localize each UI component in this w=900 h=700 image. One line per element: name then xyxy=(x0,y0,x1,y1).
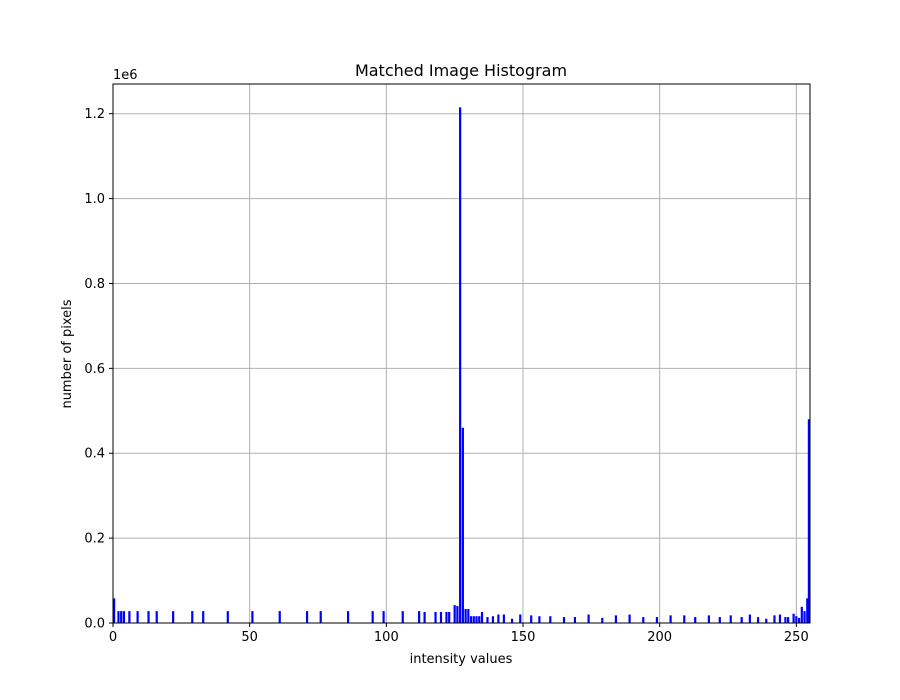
chart-title: Matched Image Histogram xyxy=(355,61,567,80)
histogram-bar xyxy=(773,615,776,623)
histogram-bar xyxy=(305,611,309,623)
histogram-bar xyxy=(475,616,478,623)
histogram-bar xyxy=(278,611,281,623)
histogram-bar xyxy=(147,611,150,623)
histogram-bar xyxy=(807,419,810,623)
y-tick-label: 0.8 xyxy=(84,277,105,292)
x-tick-label: 50 xyxy=(241,630,258,645)
histogram-bar xyxy=(434,611,437,623)
histogram-bar xyxy=(803,611,806,623)
histogram-bar xyxy=(797,617,801,623)
histogram-bar xyxy=(573,617,577,623)
histogram-bar xyxy=(226,611,229,623)
histogram-bar xyxy=(120,611,123,623)
histogram-bar xyxy=(655,617,659,623)
histogram-bar xyxy=(628,614,631,623)
y-axis-offset-text: 1e6 xyxy=(113,68,138,83)
histogram-bar xyxy=(778,614,782,623)
histogram-bar xyxy=(346,611,350,623)
x-tick-label: 250 xyxy=(784,630,809,645)
histogram-bar xyxy=(136,611,139,623)
histogram-bar xyxy=(502,614,505,623)
axes-frame xyxy=(112,83,811,624)
histogram-bar xyxy=(683,615,686,623)
histogram-bar xyxy=(562,617,566,623)
histogram-bar xyxy=(740,617,743,623)
histogram-bar xyxy=(792,613,795,623)
y-tick-label: 0.4 xyxy=(84,447,105,462)
histogram-bar xyxy=(549,616,552,623)
y-tick-label: 0.6 xyxy=(84,362,105,377)
histogram-bar xyxy=(478,616,481,623)
histogram-bar xyxy=(530,615,533,623)
y-axis-ticks: 0.0 0.2 0.4 0.6 0.8 1.0 1.2 xyxy=(84,107,113,632)
histogram-bar xyxy=(472,616,475,623)
histogram-bar xyxy=(155,611,158,623)
x-axis-ticks: 0 50 100 150 200 250 xyxy=(109,623,809,645)
histogram-bar xyxy=(497,614,500,623)
histogram-bar xyxy=(371,611,374,623)
histogram-bar xyxy=(382,611,385,623)
histogram-bar xyxy=(172,611,175,623)
histogram-bar xyxy=(787,617,790,623)
histogram-bar xyxy=(453,605,456,623)
histogram-bar xyxy=(694,617,697,623)
x-tick-label: 200 xyxy=(647,630,672,645)
histogram-bar xyxy=(251,611,254,623)
histogram-bar xyxy=(469,616,473,623)
histogram-bar xyxy=(456,606,459,623)
histogram-bar xyxy=(439,611,443,623)
histogram-bar xyxy=(461,427,464,623)
histogram-bar xyxy=(601,617,604,623)
histogram-bar xyxy=(418,611,421,623)
y-tick-label: 0.0 xyxy=(84,617,105,632)
x-tick-label: 0 xyxy=(109,630,117,645)
histogram-bar xyxy=(538,616,541,623)
histogram-bar xyxy=(128,611,131,623)
y-tick-label: 1.2 xyxy=(84,107,105,122)
x-tick-label: 100 xyxy=(374,630,399,645)
histogram-bar xyxy=(480,611,484,623)
histogram-bar xyxy=(729,615,732,623)
histogram-bar xyxy=(202,611,205,623)
histogram-bar xyxy=(806,598,809,623)
y-axis-label: number of pixels xyxy=(60,299,75,408)
histogram-bar xyxy=(800,606,803,623)
histogram-bar xyxy=(464,608,467,623)
histogram-bar xyxy=(117,611,120,623)
histogram-bar xyxy=(491,616,495,623)
histogram-bar xyxy=(467,608,470,623)
histogram-bar xyxy=(669,615,672,623)
histogram-bar xyxy=(459,107,462,624)
x-tick-label: 150 xyxy=(511,630,536,645)
histogram-bar xyxy=(401,611,404,623)
y-tick-label: 1.0 xyxy=(84,192,105,207)
histogram-bars xyxy=(113,107,810,624)
histogram-bar xyxy=(510,618,514,623)
histogram-bar xyxy=(748,614,751,623)
histogram-bar xyxy=(784,617,787,623)
histogram-bar xyxy=(319,611,322,623)
x-axis-label: intensity values xyxy=(410,652,513,667)
histogram-bar xyxy=(113,598,116,623)
histogram-bar xyxy=(707,615,710,623)
histogram-bar xyxy=(122,611,126,623)
histogram-bar xyxy=(445,611,448,623)
y-tick-label: 0.2 xyxy=(84,532,105,547)
histogram-bar xyxy=(519,614,522,623)
histogram-bar xyxy=(486,617,489,623)
histogram-bar xyxy=(756,617,760,623)
histogram-bar xyxy=(795,616,798,623)
histogram-bar xyxy=(614,615,618,623)
histogram-bar xyxy=(765,618,768,623)
histogram-bar xyxy=(191,611,194,623)
histogram-bar xyxy=(448,611,451,623)
histogram-bar xyxy=(423,611,426,623)
grid-lines xyxy=(112,84,810,624)
histogram-bar xyxy=(718,617,721,623)
histogram-bar xyxy=(587,614,590,623)
histogram-bar xyxy=(642,617,645,623)
